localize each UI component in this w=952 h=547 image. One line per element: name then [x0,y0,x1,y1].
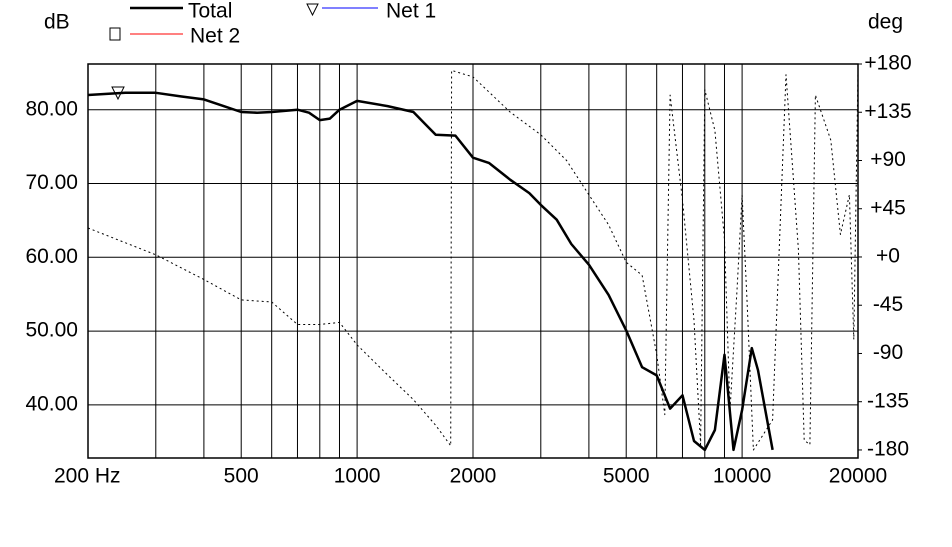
x-tick-label: 1000 [334,465,381,488]
y2-tick-label: +135 [864,100,911,123]
x-tick-label: 200 Hz [54,465,121,488]
y2-axis-label: deg [868,11,903,34]
y2-tick-label: -180 [867,438,909,461]
phase-line [87,69,859,451]
y2-tick-label: +0 [876,245,900,268]
x-tick-label: 2000 [450,465,497,488]
legend-marker [306,3,319,17]
x-tick-label: 10000 [713,465,771,488]
net1-marker [111,86,125,101]
y-tick-label: 80.00 [25,97,78,120]
legend-label: Net 1 [386,0,436,23]
legend-label: Net 2 [190,25,240,48]
y2-tick-label: -90 [873,341,903,364]
y-tick-label: 40.00 [25,392,78,415]
y-tick-label: 60.00 [25,245,78,268]
x-tick-label: 500 [224,465,259,488]
y2-tick-label: -45 [873,293,903,316]
y-tick-label: 70.00 [25,171,78,194]
y2-tick-label: +90 [870,148,906,171]
y2-tick-label: +45 [870,196,906,219]
y-axis-label: dB [44,11,70,34]
y-tick-label: 50.00 [25,319,78,342]
y2-tick-label: -135 [867,389,909,412]
legend-marker [109,27,121,41]
x-tick-label: 20000 [829,465,887,488]
legend: Total Net 1 Net 2 [109,0,436,48]
plot-frame [87,63,859,459]
legend-label: Total [188,0,232,23]
x-tick-label: 5000 [603,465,650,488]
y2-tick-label: +180 [864,52,911,75]
